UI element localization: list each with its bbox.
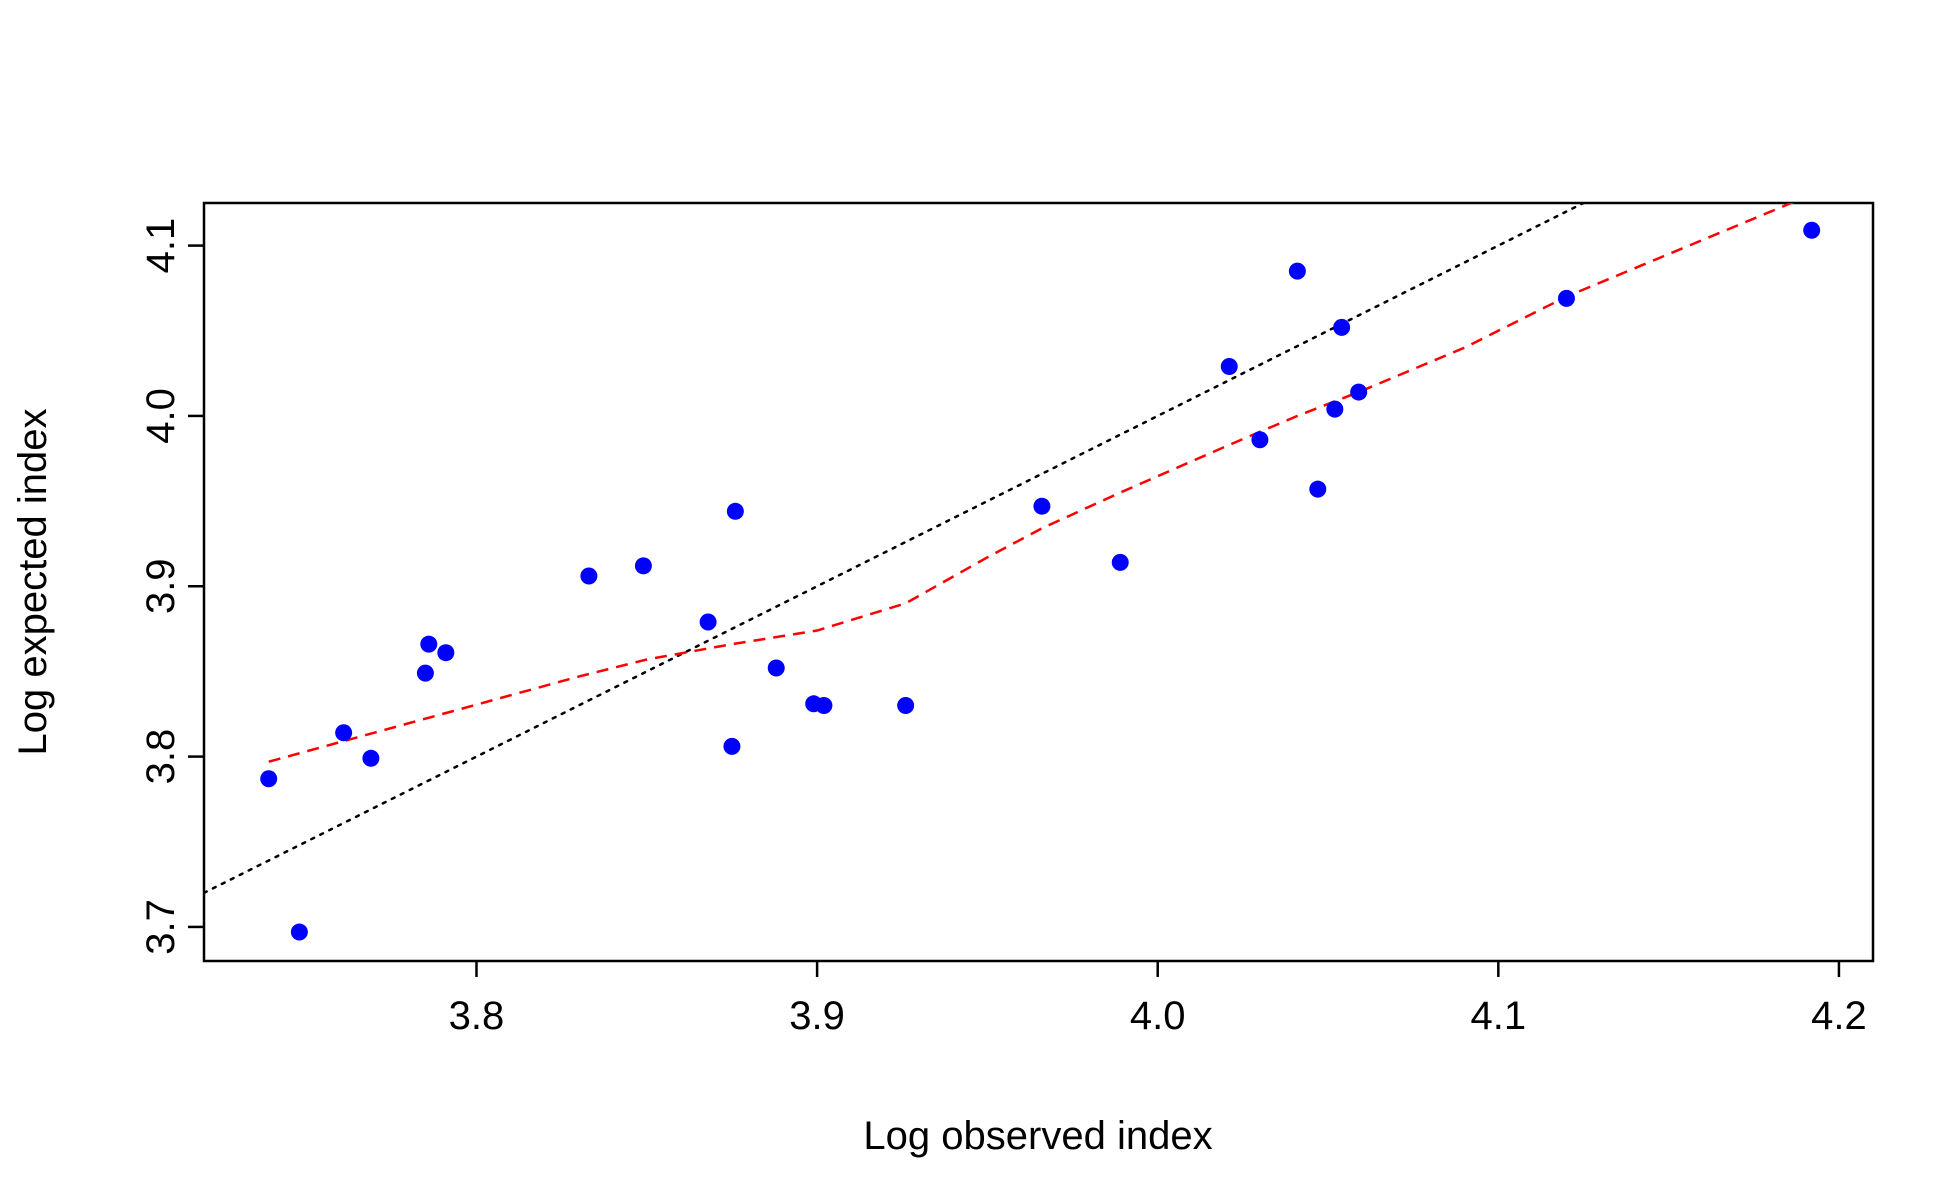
data-point	[362, 749, 380, 767]
x-tick-label: 3.9	[789, 994, 845, 1038]
data-point	[815, 696, 833, 714]
x-axis: 3.8 3.9 4.0 4.1 4.2	[449, 961, 1867, 1038]
data-point	[1111, 553, 1129, 571]
plot-area	[204, 203, 1821, 941]
x-tick-label: 3.8	[449, 994, 505, 1038]
data-point	[767, 659, 785, 677]
data-point	[1326, 400, 1344, 418]
x-tick-label: 4.0	[1130, 994, 1186, 1038]
y-tick-label: 4.0	[139, 388, 183, 444]
data-point	[1251, 431, 1269, 449]
data-point	[1220, 358, 1238, 376]
data-point	[634, 557, 652, 575]
x-axis-label: Log observed index	[863, 1114, 1212, 1158]
data-point	[723, 737, 741, 755]
y-tick-label: 4.1	[139, 218, 183, 274]
data-points	[260, 221, 1821, 941]
data-point	[1803, 221, 1821, 239]
data-point	[1033, 497, 1051, 515]
data-point	[335, 724, 353, 742]
data-point	[726, 502, 744, 520]
x-tick-label: 4.2	[1811, 994, 1867, 1038]
data-point	[416, 664, 434, 682]
identity-line	[204, 203, 1587, 895]
data-point	[897, 696, 915, 714]
y-tick-label: 3.8	[139, 729, 183, 785]
data-point	[1350, 383, 1368, 401]
y-tick-label: 3.7	[139, 899, 183, 955]
data-point	[1309, 480, 1327, 498]
plot-frame	[202, 201, 1875, 963]
data-point	[290, 923, 308, 941]
data-point	[1557, 289, 1575, 307]
data-point	[1333, 318, 1351, 336]
data-point	[699, 613, 717, 631]
x-tick-label: 4.1	[1471, 994, 1527, 1038]
y-axis-label: Log expected index	[11, 409, 55, 756]
data-point	[420, 635, 438, 653]
data-point	[580, 567, 598, 585]
data-point	[260, 770, 278, 788]
data-point	[437, 644, 455, 662]
smooth-line	[268, 203, 1795, 763]
y-axis: 3.7 3.8 3.9 4.0 4.1	[139, 218, 204, 955]
data-point	[1288, 262, 1306, 280]
y-tick-label: 3.9	[139, 558, 183, 614]
